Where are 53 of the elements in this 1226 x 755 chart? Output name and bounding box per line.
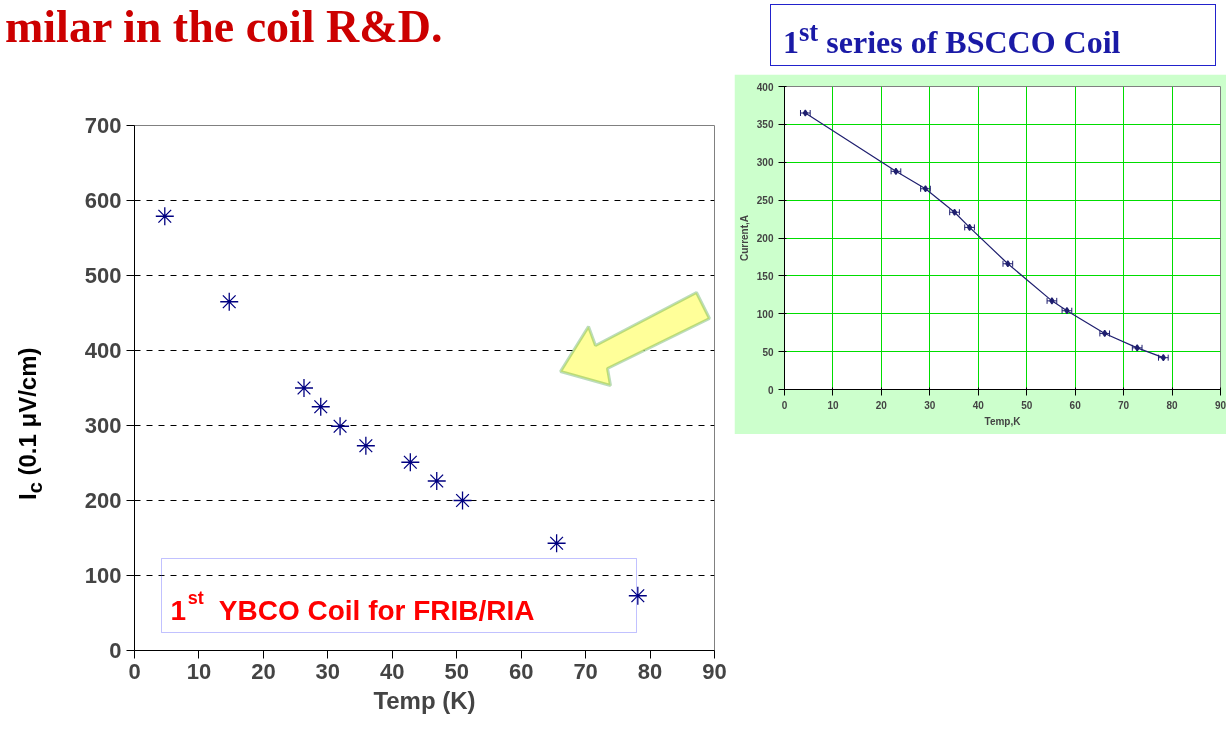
y-tick-label: 200	[84, 488, 122, 513]
x-tick-label: 0	[128, 658, 141, 684]
point	[452, 490, 473, 511]
point	[219, 292, 239, 312]
x-tick-label: 90	[702, 658, 727, 684]
x-tick-label: 40	[972, 399, 985, 411]
y-axis-title: Current,A	[738, 214, 750, 262]
y-tick-label: 0	[767, 384, 774, 396]
x-tick-label: 30	[315, 658, 341, 684]
x-tick-label: 80	[1166, 399, 1179, 411]
x-tick-label: 20	[251, 658, 276, 684]
x-tick-label: 70	[573, 658, 598, 684]
y-tick-label: 600	[84, 188, 122, 213]
x-tick-label: 50	[1021, 399, 1033, 411]
point	[628, 586, 648, 606]
x-tick-label: 80	[637, 658, 663, 684]
y-tick-label: 150	[756, 270, 774, 282]
y-tick-label: 350	[756, 119, 774, 131]
chart-title: 1$^{st}$ series of BSCCO Coil	[783, 16, 1121, 62]
x-tick-label: 60	[508, 658, 534, 684]
x-axis-title: Temp,K	[984, 415, 1022, 427]
point	[330, 416, 350, 436]
point	[294, 378, 314, 398]
x-tick-label: 10	[186, 658, 212, 684]
x-tick-label: 50	[444, 658, 469, 684]
point	[400, 452, 420, 472]
y-tick-label: 300	[756, 157, 774, 169]
point	[546, 533, 567, 553]
y-tick-label: 400	[756, 81, 774, 93]
point	[356, 436, 376, 456]
text: milar in the coil R&D.	[5, 0, 443, 54]
x-tick-label: 20	[875, 399, 888, 411]
x-tick-label: 60	[1069, 399, 1082, 411]
y-tick-label: 50	[762, 346, 774, 358]
y-tick-label: 200	[756, 233, 774, 244]
x-tick-label: 40	[380, 658, 405, 684]
y-tick-label: 500	[84, 263, 122, 288]
x-tick-label: 30	[924, 399, 936, 411]
x-tick-label: 10	[827, 399, 839, 411]
point	[155, 206, 175, 226]
y-tick-label: 700	[84, 113, 122, 138]
x-tick-label: 70	[1118, 399, 1130, 411]
y-tick-label: 300	[84, 413, 122, 438]
point	[311, 397, 331, 417]
x-tick-label: 90	[1214, 399, 1226, 411]
y-tick-label: 400	[84, 338, 122, 363]
point	[427, 471, 447, 491]
y-tick-label: 250	[756, 195, 774, 207]
x-tick-label: 0	[781, 399, 788, 411]
y-tick-label: 100	[756, 308, 774, 320]
y-tick-label: 0	[109, 638, 122, 663]
x-axis-title: Temp (K)	[373, 686, 476, 714]
y-tick-label: 100	[84, 563, 122, 588]
